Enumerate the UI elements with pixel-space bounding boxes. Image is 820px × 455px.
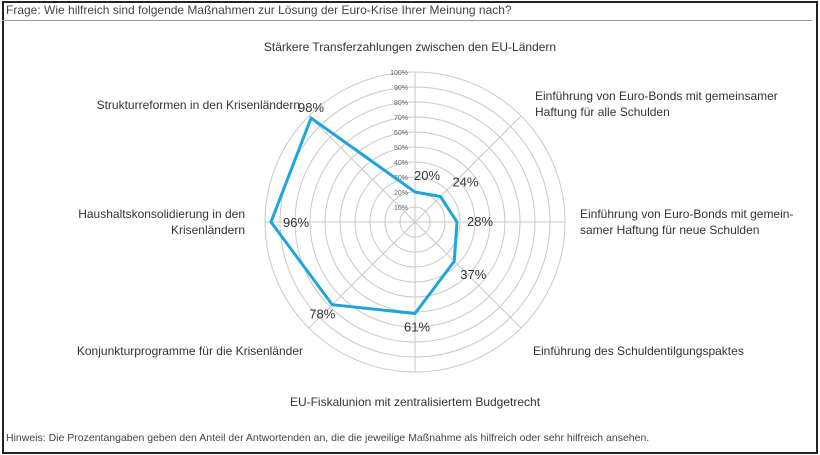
category-label-line: Konjunkturprogramme für die Krisenländer	[77, 344, 303, 358]
category-label-line: Haftung für alle Schulden	[535, 105, 670, 119]
value-label: 24%	[452, 175, 478, 190]
tick-label: 80%	[394, 100, 408, 107]
question-text: Frage: Wie hilfreich sind folgende Maßna…	[6, 3, 512, 17]
tick-label: 90%	[394, 85, 408, 92]
tick-label: 10%	[394, 205, 408, 212]
value-label: 37%	[460, 267, 486, 282]
value-label: 28%	[467, 214, 493, 229]
category-label-line: Einführung des Schuldentilgungspaktes	[533, 344, 744, 358]
axis-line	[308, 221, 416, 329]
category-label: Konjunkturprogramme für die Krisenländer	[77, 344, 303, 358]
category-label: Strukturreformen in den Krisenländern	[97, 98, 300, 112]
value-label: 61%	[404, 320, 430, 335]
chart-area	[2, 20, 812, 451]
value-label: 20%	[414, 168, 440, 183]
tick-label: 20%	[394, 190, 408, 197]
axis-line	[414, 115, 522, 223]
category-label-line: Krisenländern	[171, 223, 245, 237]
tick-label: 100%	[390, 70, 408, 77]
value-label: 98%	[298, 100, 324, 115]
axis-line	[308, 115, 416, 223]
category-label-line: Einführung von Euro-Bonds mit gemein-	[580, 207, 793, 221]
category-label-line: Einführung von Euro-Bonds mit gemeinsame…	[535, 89, 778, 103]
footnote: Hinweis: Die Prozentangaben geben den An…	[6, 432, 650, 444]
category-label-line: Haushaltskonsolidierung in den	[78, 207, 245, 221]
category-label: Einführung des Schuldentilgungspaktes	[533, 344, 744, 358]
category-label: Einführung von Euro-Bonds mit gemein-sam…	[580, 207, 793, 237]
category-label-line: Strukturreformen in den Krisenländern	[97, 98, 300, 112]
category-label: Haushaltskonsolidierung in den Krisenländ…	[78, 207, 245, 237]
value-label: 78%	[309, 307, 335, 322]
category-label-line: samer Haftung für neue Schulden	[580, 223, 759, 237]
category-label: EU-Fiskalunion mit zentralisiertem Budge…	[290, 395, 541, 409]
tick-label: 60%	[394, 130, 408, 137]
tick-label: 40%	[394, 160, 408, 167]
value-label: 96%	[283, 215, 309, 230]
tick-label: 30%	[394, 175, 408, 182]
category-label-line: EU-Fiskalunion mit zentralisiertem Budge…	[290, 395, 541, 409]
category-label: Stärkere Transferzahlungen zwischen den …	[264, 40, 556, 54]
tick-label: 50%	[394, 145, 408, 152]
axis-line	[414, 221, 522, 329]
tick-label: 70%	[394, 115, 408, 122]
category-label-line: Stärkere Transferzahlungen zwischen den …	[264, 40, 556, 54]
category-label: Einführung von Euro-Bonds mit gemeinsame…	[535, 89, 778, 119]
